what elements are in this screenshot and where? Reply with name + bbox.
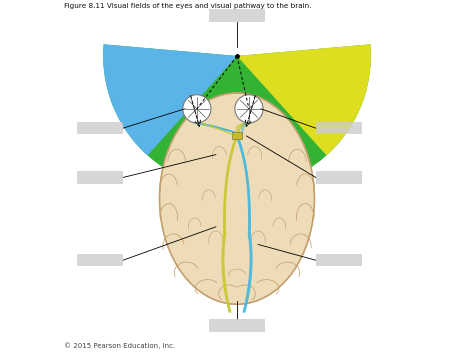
Wedge shape — [103, 44, 371, 190]
FancyBboxPatch shape — [316, 122, 362, 134]
FancyBboxPatch shape — [77, 171, 122, 184]
FancyBboxPatch shape — [232, 132, 242, 140]
FancyBboxPatch shape — [77, 122, 122, 134]
Text: © 2015 Pearson Education, Inc.: © 2015 Pearson Education, Inc. — [64, 343, 176, 349]
Text: Figure 8.11 Visual fields of the eyes and visual pathway to the brain.: Figure 8.11 Visual fields of the eyes an… — [64, 3, 312, 9]
FancyBboxPatch shape — [316, 254, 362, 267]
FancyBboxPatch shape — [316, 171, 362, 184]
FancyBboxPatch shape — [77, 254, 122, 267]
Wedge shape — [237, 44, 371, 155]
Ellipse shape — [160, 93, 314, 304]
Wedge shape — [103, 44, 237, 155]
Circle shape — [235, 95, 263, 123]
FancyBboxPatch shape — [209, 9, 265, 22]
FancyBboxPatch shape — [209, 319, 265, 332]
Circle shape — [183, 95, 211, 123]
